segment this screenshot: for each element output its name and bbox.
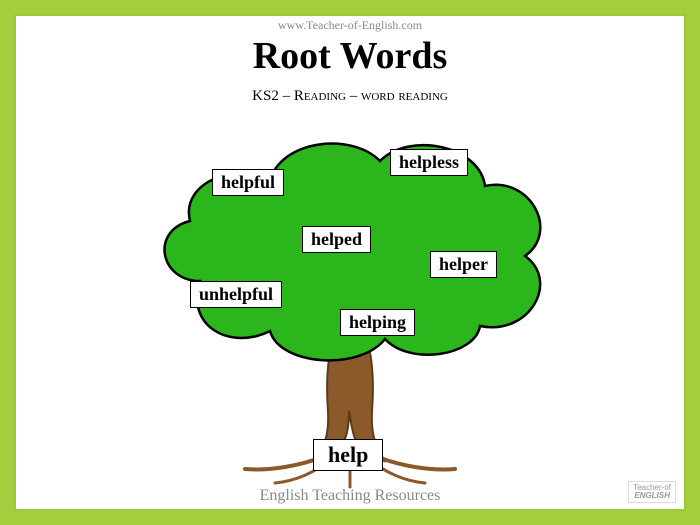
slide-content: www.Teacher-of-English.com Root Words KS…	[14, 14, 686, 511]
root-word-label: help	[313, 439, 383, 471]
word-label-helpful: helpful	[212, 169, 284, 196]
logo-line2: ENGLISH	[633, 492, 671, 500]
word-label-helpless: helpless	[390, 149, 468, 176]
tree-diagram: helpful helpless helped helper unhelpful help…	[130, 121, 570, 491]
word-label-helping: helping	[340, 309, 415, 336]
page-subtitle: KS2 – Reading – word reading	[16, 88, 684, 105]
word-label-helped: helped	[302, 226, 371, 253]
word-label-helper: helper	[430, 251, 497, 278]
page-title: Root Words	[16, 34, 684, 78]
word-label-unhelpful: unhelpful	[190, 281, 282, 308]
header-url: www.Teacher-of-English.com	[16, 18, 684, 33]
slide-frame: www.Teacher-of-English.com Root Words KS…	[0, 0, 700, 525]
footer-text: English Teaching Resources	[16, 487, 684, 505]
brand-logo: Teacher-of ENGLISH	[628, 481, 676, 503]
